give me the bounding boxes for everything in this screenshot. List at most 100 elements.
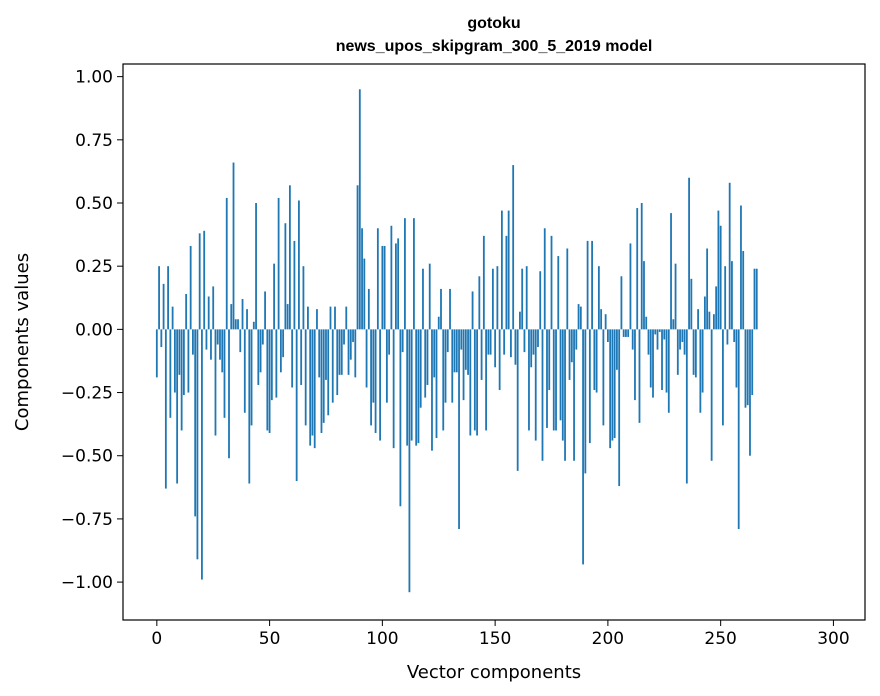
bar-74 [322, 329, 325, 423]
bar-15 [189, 245, 192, 330]
bar-141 [473, 329, 476, 431]
bar-69 [311, 329, 314, 436]
bar-90 [358, 89, 361, 330]
bar-44 [255, 203, 257, 330]
bar-129 [446, 329, 449, 353]
bar-0 [155, 329, 158, 378]
bar-180 [561, 329, 564, 441]
x-axis-label: Vector components [407, 662, 581, 683]
bar-215 [640, 203, 643, 330]
bar-41 [248, 329, 251, 484]
bar-53 [275, 329, 278, 398]
bar-200 [606, 329, 609, 342]
bar-121 [428, 263, 431, 330]
bar-117 [419, 329, 422, 408]
bar-209 [627, 329, 630, 337]
bar-173 [546, 329, 548, 428]
bar-201 [609, 329, 612, 449]
bar-155 [505, 235, 508, 330]
bar-37 [239, 329, 242, 353]
bar-185 [573, 329, 575, 461]
bar-211 [631, 329, 634, 350]
bar-68 [309, 329, 312, 446]
bar-59 [288, 185, 291, 330]
bar-122 [431, 329, 433, 451]
bar-24 [210, 329, 212, 360]
bar-76 [327, 329, 330, 416]
bar-79 [334, 306, 336, 330]
bar-38 [241, 299, 244, 330]
bar-262 [746, 329, 749, 406]
bar-153 [500, 210, 503, 330]
bar-95 [370, 329, 372, 426]
bar-261 [744, 329, 747, 408]
bar-109 [401, 329, 404, 353]
bar-22 [205, 329, 208, 350]
bar-55 [279, 329, 282, 373]
bar-75 [325, 329, 327, 380]
bar-157 [510, 329, 512, 358]
bar-82 [340, 329, 343, 375]
bar-147 [487, 329, 490, 355]
bar-131 [451, 329, 454, 403]
y-tick-label: 0.50 [75, 194, 113, 214]
bar-206 [620, 276, 623, 330]
bar-236 [688, 177, 690, 330]
bar-189 [582, 329, 584, 565]
y-axis-ticks: 1.00 0.75 0.50 0.25 0.00 −0.25 −0.50 −0.75 −1.00 [61, 68, 123, 593]
bar-142 [476, 329, 478, 436]
bar-144 [480, 329, 483, 380]
bar-19 [198, 233, 201, 330]
bar-183 [568, 329, 571, 380]
bar-231 [676, 329, 679, 375]
bar-218 [647, 329, 650, 355]
bar-233 [681, 329, 684, 342]
bar-84 [345, 306, 348, 330]
bar-71 [316, 309, 318, 330]
bar-229 [672, 319, 675, 330]
bar-251 [722, 329, 724, 426]
bar-207 [622, 329, 625, 337]
bar-100 [381, 245, 384, 330]
bar-226 [665, 329, 668, 393]
bar-240 [697, 309, 699, 330]
y-tick-label: 0.25 [75, 257, 113, 277]
bar-63 [298, 200, 300, 330]
bar-25 [212, 286, 215, 330]
bar-89 [356, 185, 359, 330]
bar-212 [634, 329, 636, 401]
bar-20 [201, 329, 203, 580]
bar-52 [273, 263, 275, 330]
bar-210 [629, 243, 632, 330]
bar-102 [385, 329, 388, 403]
y-tick-label: −0.75 [61, 510, 113, 530]
bar-135 [460, 329, 463, 350]
bar-91 [361, 228, 363, 330]
bar-195 [595, 329, 598, 393]
bar-190 [584, 329, 587, 474]
bar-213 [636, 208, 639, 330]
y-tick-label: 1.00 [75, 68, 113, 88]
bar-225 [663, 329, 666, 340]
bar-13 [185, 293, 188, 330]
bar-221 [654, 329, 657, 335]
bar-107 [397, 238, 400, 330]
bar-232 [679, 329, 681, 350]
bar-194 [593, 329, 596, 391]
bar-96 [372, 329, 375, 403]
bar-187 [577, 304, 580, 330]
bar-175 [550, 235, 553, 330]
bar-124 [435, 329, 438, 439]
bar-169 [537, 329, 539, 348]
bar-31 [225, 197, 228, 330]
bar-137 [464, 329, 467, 370]
bar-198 [602, 329, 605, 426]
y-tick-label: 0.75 [75, 131, 113, 151]
bar-148 [489, 329, 492, 355]
bar-126 [440, 288, 442, 330]
x-tick-label: 200 [592, 629, 624, 649]
bar-258 [737, 329, 740, 530]
bar-116 [417, 329, 420, 444]
